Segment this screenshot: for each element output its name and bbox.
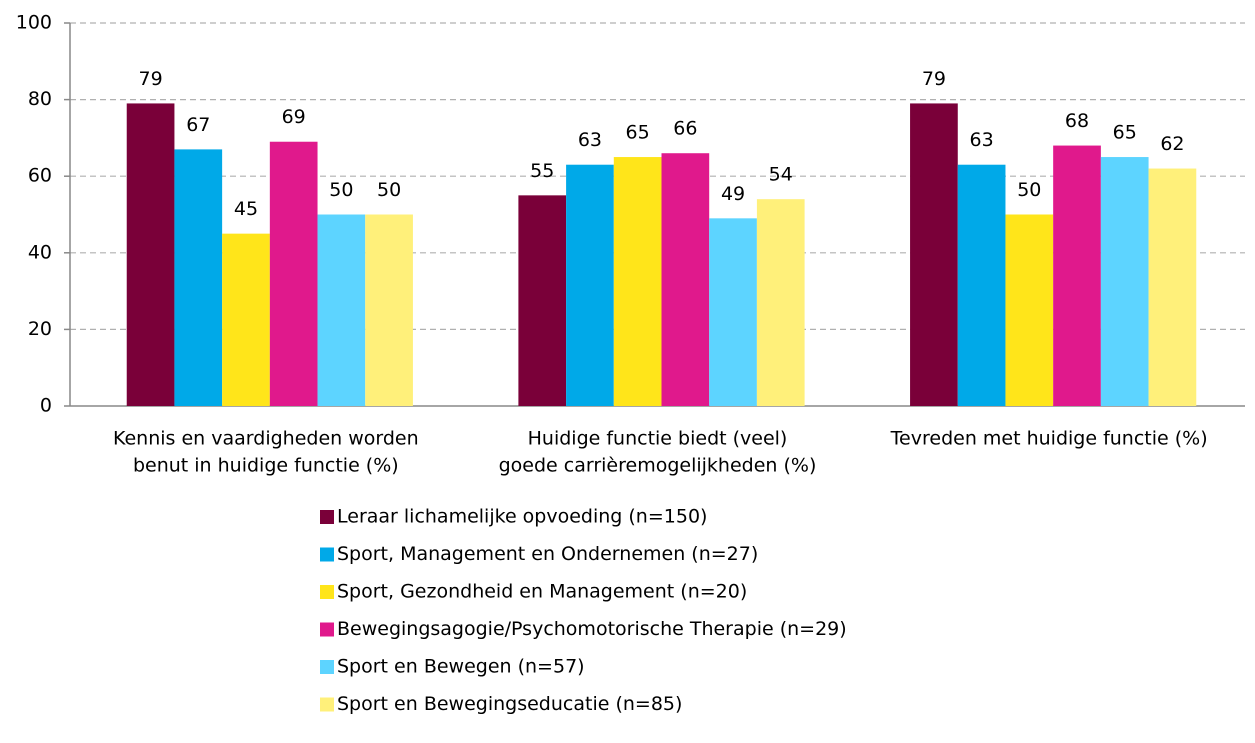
bar [957,164,1006,406]
legend-label: Sport en Bewegingseducatie (n=85) [337,693,682,715]
bar [317,214,366,406]
value-label: 65 [626,122,650,144]
bar [1053,145,1101,406]
bar [709,218,757,406]
bar [126,103,175,407]
value-label: 62 [1160,133,1184,155]
bar [1100,157,1149,406]
bar [174,149,223,406]
value-label: 66 [673,118,697,140]
legend-swatch [320,622,334,637]
legend-swatch [320,510,334,524]
bar [613,157,662,406]
y-tick-label: 100 [16,12,52,34]
bar [518,195,567,406]
legend-swatch [320,697,334,712]
value-label: 67 [186,114,210,136]
value-label: 50 [377,179,401,201]
value-label: 54 [769,164,793,186]
legend-label: Bewegingsagogie/Psychomotorische Therapi… [337,618,847,640]
legend-swatch [320,660,334,674]
bar [269,141,318,407]
value-label: 65 [1113,122,1137,144]
value-label: 55 [530,160,554,182]
value-label: 79 [922,68,946,90]
x-tick-label: Tevreden met huidige functie (%) [890,428,1208,450]
value-label: 63 [970,129,994,151]
x-tick-label: benut in huidige functie (%) [133,455,399,477]
bar [756,199,805,406]
legend-label: Sport, Gezondheid en Management (n=20) [337,581,747,603]
value-label: 50 [329,179,353,201]
legend-label: Sport en Bewegen (n=57) [337,656,585,678]
legend-swatch [320,585,334,599]
y-tick-label: 80 [28,88,52,110]
value-label: 69 [282,106,306,128]
x-tick-label: Kennis en vaardigheden worden [113,428,419,450]
value-label: 45 [234,198,258,220]
bar [910,103,958,407]
value-label: 79 [138,68,162,90]
value-label: 68 [1065,110,1089,132]
bar [566,164,614,406]
bar [661,153,710,406]
bar [1005,214,1054,406]
value-label: 50 [1017,179,1041,201]
y-tick-label: 20 [28,318,52,340]
y-tick-label: 60 [28,165,52,187]
x-tick-label: goede carrièremogelijkheden (%) [499,455,817,477]
bar [365,214,413,406]
y-tick-label: 0 [40,395,52,417]
y-tick-label: 40 [28,241,52,263]
bar [1148,168,1197,406]
legend-label: Sport, Management en Ondernemen (n=27) [337,543,758,565]
legend-swatch [320,547,334,562]
bar [222,233,270,406]
legend-label: Leraar lichamelijke opvoeding (n=150) [337,506,707,528]
value-label: 49 [721,183,745,205]
value-label: 63 [578,129,602,151]
x-tick-label: Huidige functie biedt (veel) [528,428,788,450]
